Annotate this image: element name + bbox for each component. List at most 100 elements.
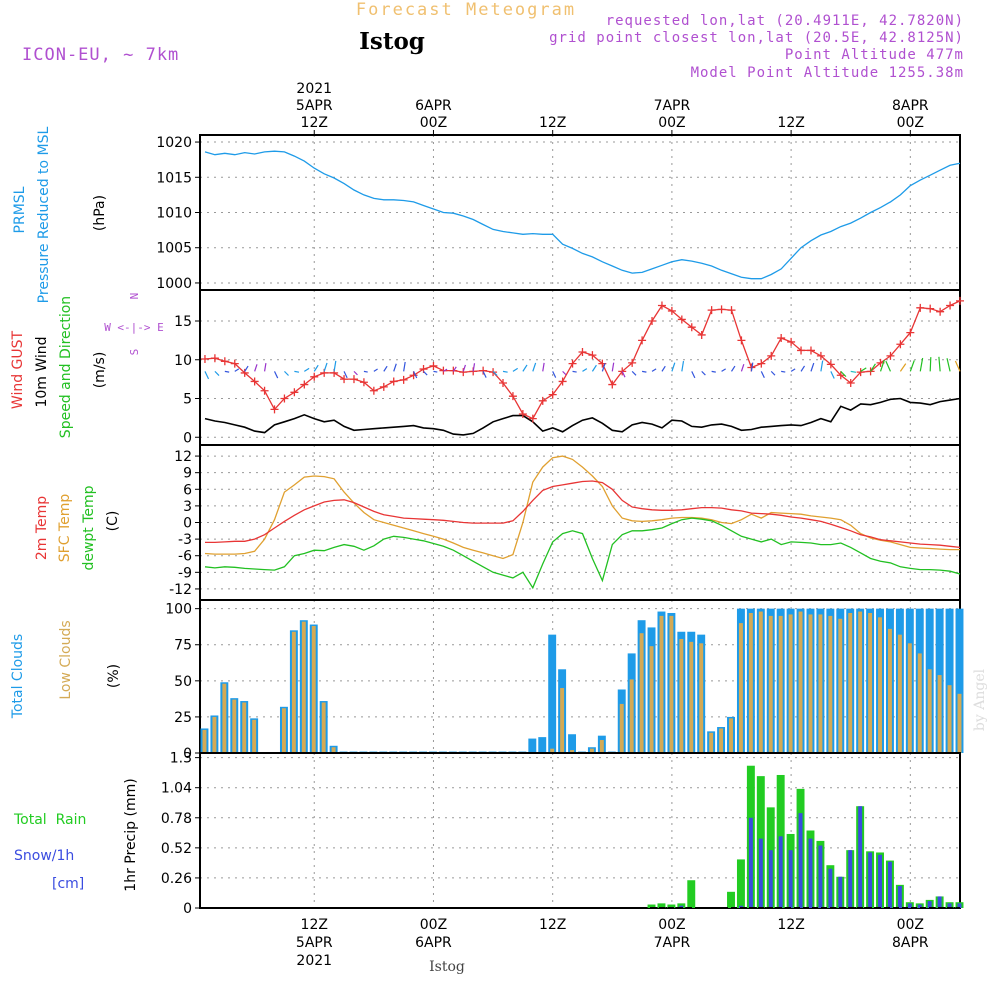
wind-direction-arrow (433, 370, 438, 373)
wind-direction-arrow (313, 364, 319, 372)
low-cloud-bar (629, 679, 634, 753)
low-cloud-bar (748, 612, 753, 753)
gust-marker (936, 307, 945, 316)
wind-direction-arrow (641, 370, 647, 373)
top-time-label: 5APR (296, 98, 333, 114)
wind-direction-arrow (879, 359, 885, 372)
low-cloud-bar (689, 641, 694, 753)
wind-direction-arrow (303, 367, 310, 372)
gust-marker (956, 296, 964, 305)
gust-marker (379, 382, 388, 391)
snow-bar (778, 836, 783, 908)
top-time-label: 00Z (658, 115, 685, 131)
wind-direction-arrow (760, 371, 765, 379)
gust-marker (608, 380, 617, 389)
gust-marker (737, 336, 746, 345)
wind-direction-arrow (830, 371, 835, 379)
wind-direction-arrow (214, 370, 220, 376)
low-cloud-bar (788, 614, 793, 753)
low-cloud-bar (719, 728, 724, 753)
snow-bar (818, 845, 823, 908)
low-cloud-bar (252, 719, 257, 753)
wind-direction-arrow (800, 365, 806, 372)
wind-direction-arrow (373, 368, 378, 372)
low-cloud-bar (669, 615, 674, 753)
wind-direction-arrow (691, 371, 696, 379)
gust-marker (558, 377, 567, 386)
rain-bar (667, 904, 676, 908)
low-cloud-bar (679, 638, 684, 753)
gust-marker (846, 379, 855, 387)
gust-marker (697, 330, 706, 339)
gust-marker (727, 306, 736, 315)
low-cloud-bar (798, 611, 803, 753)
y-tick-label: 1010 (156, 206, 192, 222)
model-altitude: Model Point Altitude 1255.38m (691, 65, 964, 81)
top-time-label: 12Z (777, 115, 804, 131)
wind-direction-arrow (850, 370, 857, 373)
low-cloud-bar (868, 612, 873, 753)
wind-direction-arrow (870, 363, 876, 372)
low-cloud-bar (242, 702, 247, 753)
wind-direction-arrow (423, 370, 428, 376)
bottom-time-label: 8APR (892, 935, 929, 951)
gust-marker (806, 346, 815, 355)
y-tick-label: 25 (174, 710, 192, 726)
y-tick-label: 5 (183, 392, 192, 408)
wind-direction-arrow (393, 363, 397, 372)
rain-bar (677, 903, 686, 908)
y-tick-label: 1000 (156, 276, 192, 292)
y-tick-label: 9 (183, 466, 192, 482)
low-cloud-bar (291, 631, 296, 753)
dewpt-temp-line (204, 517, 961, 590)
low-cloud-bar (937, 675, 942, 753)
low-clouds-label: Low Clouds (58, 620, 74, 699)
y-tick-label: 0 (183, 516, 192, 532)
snow-bar (748, 817, 753, 908)
wind-direction-arrow (353, 370, 358, 376)
low-cloud-bar (738, 623, 743, 753)
y-tick-label: 0.26 (161, 871, 192, 887)
y-tick-label: 6 (183, 482, 192, 498)
wind-direction-arrow (462, 364, 467, 372)
top-time-label: 8APR (892, 98, 929, 114)
wind-panel: 0 5 10 15 (174, 289, 964, 446)
y-tick-label: 1.3 (170, 751, 192, 767)
snow-bar (917, 904, 922, 908)
wind-direction-arrow (273, 371, 279, 379)
wind-direction-arrow (244, 365, 249, 372)
total-cloud-bar (528, 738, 537, 753)
location-title: Istog (359, 28, 425, 55)
wind-direction-arrow (954, 360, 961, 372)
wind-direction-arrow (840, 370, 847, 378)
gust-marker (816, 351, 825, 360)
wind-direction-arrow (522, 364, 528, 372)
wind-10m-label: 10m Wind (34, 336, 50, 407)
requested-coords: requested lon,lat (20.4911E, 42.7820N) (606, 13, 964, 29)
wind-direction-arrow (750, 362, 754, 372)
wind-speed-line (204, 397, 961, 436)
bottom-time-label: 12Z (539, 917, 566, 933)
snow-bar (947, 903, 952, 908)
total-cloud-bar (548, 634, 557, 753)
low-cloud-bar (570, 750, 575, 753)
gust-marker (349, 375, 358, 384)
temp-sfc-label: SFC Temp (57, 494, 73, 563)
gust-marker (648, 317, 657, 325)
wind-direction-arrow (482, 371, 487, 378)
bottom-time-label: 00Z (897, 917, 924, 933)
low-cloud-bar (560, 688, 565, 753)
wind-direction-arrow (601, 362, 606, 372)
y-tick-label: 0 (183, 901, 192, 917)
low-cloud-bar (699, 643, 704, 753)
gust-marker (896, 340, 905, 349)
temp-dewpt-label: dewpt Temp (81, 485, 97, 570)
low-cloud-bar (649, 646, 654, 753)
low-cloud-bar (758, 611, 763, 753)
low-cloud-bar (858, 611, 863, 753)
snow-bar (758, 838, 763, 908)
temp-2m-label: 2m Temp (34, 496, 50, 560)
credit-watermark: by Angel (972, 668, 988, 731)
y-tick-label: 1015 (156, 170, 192, 186)
